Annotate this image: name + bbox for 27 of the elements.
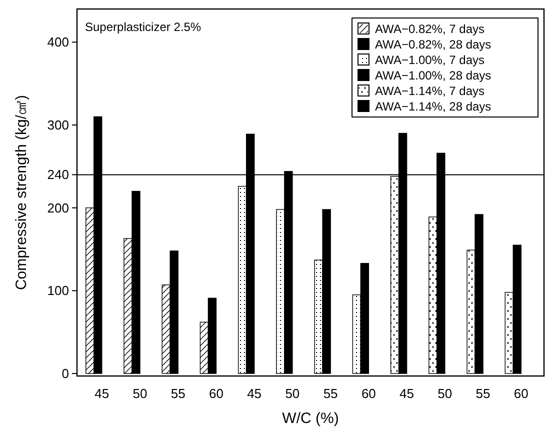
x-tick-label: 60 <box>208 386 224 401</box>
legend-label: AWA−1.14%, 28 days <box>375 100 492 114</box>
y-tick-label: 400 <box>47 34 69 50</box>
legend-label: AWA−1.00%, 7 days <box>375 53 484 67</box>
y-axis-title: Compressive strength (kg/㎠) <box>13 94 30 290</box>
y-tick-label: 100 <box>47 283 69 298</box>
x-tick-label: 55 <box>476 386 490 401</box>
x-tick-label: 55 <box>323 386 338 401</box>
x-tick-label: 45 <box>247 386 262 401</box>
y-tick-label: 240 <box>47 167 69 182</box>
y-tick-label: 300 <box>47 118 69 133</box>
y-tick-label: 200 <box>47 200 69 216</box>
x-tick-label: 60 <box>514 386 528 401</box>
y-tick-label: 0 <box>62 366 69 382</box>
legend-label: AWA−0.82%, 28 days <box>375 38 492 52</box>
annotation: Superplasticizer 2.5% <box>85 20 202 34</box>
legend-label: AWA−1.00%, 28 days <box>375 68 492 82</box>
x-axis-title: W/C (%) <box>282 410 339 427</box>
x-tick-label: 50 <box>132 386 148 401</box>
x-tick-label: 45 <box>94 386 110 401</box>
x-tick-label: 55 <box>170 386 186 401</box>
legend-label: AWA−0.82%, 7 days <box>375 22 484 36</box>
x-tick-label: 50 <box>438 386 452 401</box>
x-tick-label: 45 <box>400 386 414 401</box>
x-tick-label: 60 <box>361 386 376 401</box>
legend-label: AWA−1.14%, 7 days <box>375 84 484 98</box>
x-tick-label: 50 <box>285 386 300 401</box>
